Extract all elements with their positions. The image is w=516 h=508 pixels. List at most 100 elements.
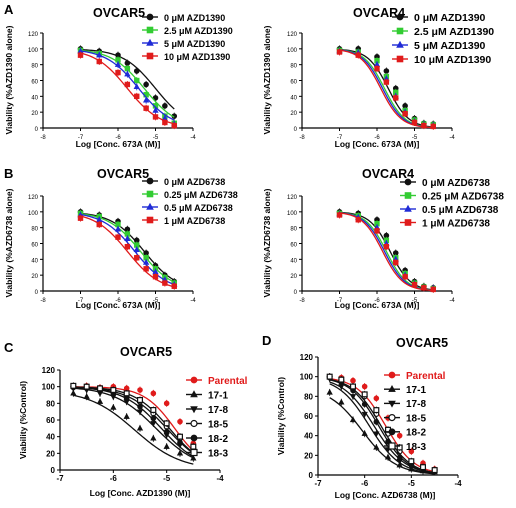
series-4 xyxy=(77,51,177,130)
legend: 0 μM AZD6738 0.25 μM AZD6738 0.5 μM AZD673… xyxy=(400,178,504,229)
legend-entry: 18-3 xyxy=(208,448,228,459)
data-point xyxy=(137,387,143,393)
data-point xyxy=(96,51,103,58)
data-point xyxy=(421,122,427,129)
data-point xyxy=(124,70,131,77)
chart-title: OVCAR5 xyxy=(396,336,448,350)
x-tick-label: -7 xyxy=(78,298,84,304)
series-curve xyxy=(329,381,435,474)
legend-marker xyxy=(388,371,396,379)
y-axis-label: Viability (%Control) xyxy=(18,381,28,459)
legend-entry: 18-5 xyxy=(208,419,228,430)
series-curve xyxy=(73,394,194,465)
legend-marker xyxy=(388,414,396,422)
data-point xyxy=(190,443,197,450)
x-tick-label: -6 xyxy=(361,479,369,488)
legend-marker xyxy=(388,442,396,450)
y-tick-label: 80 xyxy=(31,227,38,233)
data-point xyxy=(133,246,140,253)
y-axis-label: Viability (%AZD6738 alone) xyxy=(4,188,14,297)
legend-entry: 18-3 xyxy=(406,442,426,453)
data-point xyxy=(77,215,84,221)
legend-entry: 17-8 xyxy=(208,405,228,416)
data-point xyxy=(134,77,140,84)
x-tick-label: -5 xyxy=(153,135,159,141)
data-point xyxy=(411,119,418,126)
legend-marker xyxy=(146,52,154,60)
data-point xyxy=(96,385,103,392)
series-4 xyxy=(336,48,436,130)
data-point xyxy=(408,448,415,455)
x-tick-label: -7 xyxy=(337,298,343,304)
legend-entry: 1 μM AZD6738 xyxy=(422,218,490,229)
data-point xyxy=(355,217,361,223)
x-tick-label: -6 xyxy=(374,135,380,141)
series-5 xyxy=(70,384,197,458)
series-curve xyxy=(73,386,194,454)
data-point xyxy=(326,388,333,395)
data-point xyxy=(177,433,184,440)
data-point xyxy=(171,283,177,289)
data-point xyxy=(143,105,149,111)
y-tick-label: 0 xyxy=(35,290,39,296)
panel-letter-d: D xyxy=(262,333,271,348)
y-axis-label: Viability (%AZD6738 alone) xyxy=(262,188,272,297)
y-tick-label: 120 xyxy=(287,195,298,201)
y-tick-label: 60 xyxy=(290,243,297,249)
data-point xyxy=(374,228,380,234)
data-point xyxy=(114,225,122,232)
data-point xyxy=(143,81,149,88)
y-tick-label: 20 xyxy=(290,274,297,280)
legend-entry: 1 μM AZD6738 xyxy=(164,216,225,226)
data-point xyxy=(420,464,427,471)
data-point xyxy=(163,428,170,435)
x-tick-label: -8 xyxy=(299,298,305,304)
data-point xyxy=(163,443,170,449)
legend-marker xyxy=(146,38,154,46)
series-curve xyxy=(339,211,434,291)
data-point xyxy=(336,49,343,55)
data-point xyxy=(150,434,157,441)
data-point xyxy=(115,69,121,76)
x-tick-label: -7 xyxy=(314,479,322,488)
legend-marker xyxy=(404,204,412,212)
series-6 xyxy=(326,373,438,474)
y-tick-label: 120 xyxy=(28,195,39,201)
data-point xyxy=(123,390,130,397)
y-tick-label: 40 xyxy=(31,95,38,101)
legend-marker xyxy=(146,13,154,21)
y-tick-label: 120 xyxy=(42,366,56,375)
y-tick-label: 80 xyxy=(46,399,55,408)
data-point xyxy=(162,280,168,286)
data-point xyxy=(336,212,343,218)
chart-3: OVCAR5 0 20 40 60 80 100 120 -8 -7 -6 -5 -4 Log [Conc… xyxy=(4,167,238,310)
y-tick-label: 60 xyxy=(31,80,38,86)
y-tick-label: 20 xyxy=(31,274,38,280)
legend: 0 μM AZD6738 0.25 μM AZD6738 0.5 μM AZD673… xyxy=(142,177,238,226)
data-point xyxy=(150,415,157,422)
data-point xyxy=(177,418,183,425)
data-point xyxy=(373,395,380,402)
series-4 xyxy=(77,214,177,290)
data-point xyxy=(383,243,390,250)
data-point xyxy=(396,432,403,439)
legend-marker xyxy=(190,419,198,428)
series-curve xyxy=(329,378,435,473)
y-tick-label: 100 xyxy=(28,211,39,217)
legend-entry: 17-8 xyxy=(406,399,426,410)
series-6 xyxy=(70,382,197,454)
data-point xyxy=(123,413,130,419)
x-tick-label: -8 xyxy=(299,135,305,141)
legend-marker xyxy=(404,219,412,226)
y-tick-label: 100 xyxy=(42,383,56,392)
data-point xyxy=(411,281,418,288)
legend-marker xyxy=(396,55,404,63)
x-tick-label: -6 xyxy=(374,298,380,304)
y-tick-label: 100 xyxy=(300,373,314,382)
data-point xyxy=(152,274,159,280)
legend-marker xyxy=(146,177,154,185)
chart-5: OVCAR5 0 20 40 60 80 100 120 -7 -6 -5 -4 Log [Conc. … xyxy=(18,345,248,498)
data-point xyxy=(96,398,104,404)
